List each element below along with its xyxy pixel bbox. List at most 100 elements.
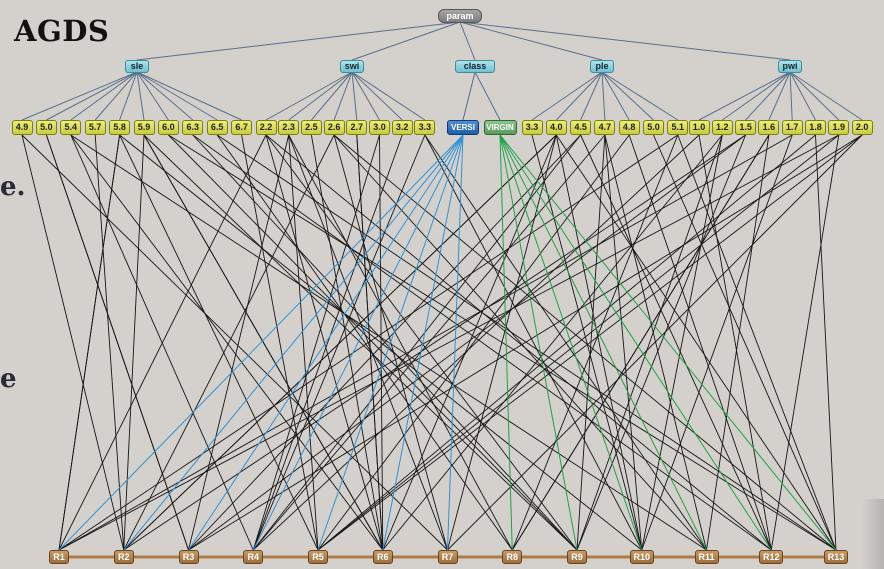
tree-line-sle-value	[46, 71, 138, 121]
record-edge-swi	[265, 134, 384, 551]
record-edge-ple	[604, 134, 707, 551]
value-node-sle-6.0[interactable]: 6.0	[157, 119, 179, 135]
record-edge-pwi	[706, 134, 770, 551]
record-node-r7[interactable]: R7	[437, 550, 458, 564]
value-node-pwi-1.2[interactable]: 1.2	[711, 119, 733, 135]
versi-record-edge	[58, 134, 464, 551]
tree-line-pwi-value	[698, 71, 791, 121]
value-node-ple-4.0[interactable]: 4.0	[545, 119, 567, 135]
value-node-pwi-1.7[interactable]: 1.7	[781, 119, 803, 135]
record-edge-swi	[310, 134, 384, 551]
record-node-r4[interactable]: R4	[243, 550, 264, 564]
tree-line-sle-value	[70, 71, 138, 121]
record-edge-pwi	[641, 134, 723, 551]
value-node-sle-6.3[interactable]: 6.3	[182, 119, 204, 135]
param-node-sle[interactable]: sle	[125, 59, 149, 73]
value-node-swi-2.5[interactable]: 2.5	[300, 119, 322, 135]
record-edge-pwi	[511, 134, 770, 551]
tree-line-ple-value	[555, 71, 603, 121]
value-node-swi-3.2[interactable]: 3.2	[391, 119, 413, 135]
record-node-r1[interactable]: R1	[49, 550, 69, 564]
record-node-r3[interactable]: R3	[178, 550, 199, 564]
value-node-sle-5.8[interactable]: 5.8	[109, 119, 131, 135]
value-node-sle-5.7[interactable]: 5.7	[84, 119, 106, 135]
value-node-pwi-1.0[interactable]: 1.0	[688, 119, 710, 135]
corner-decoration	[862, 499, 884, 569]
record-edge-swi	[252, 134, 380, 551]
tree-line-sle-value	[119, 71, 138, 121]
side-text-fragment-2: e	[0, 364, 17, 394]
value-node-ple-3.3[interactable]: 3.3	[521, 119, 543, 135]
value-node-swi-2.6[interactable]: 2.6	[323, 119, 345, 135]
record-edge-ple	[317, 134, 630, 551]
record-edge-sle	[21, 134, 125, 551]
tree-line-swi-value	[333, 71, 353, 121]
record-edge-sle	[143, 134, 578, 551]
value-node-ple-5.0[interactable]: 5.0	[643, 119, 664, 135]
value-node-ple-5.1[interactable]: 5.1	[667, 119, 689, 135]
record-node-r6[interactable]: R6	[372, 550, 393, 564]
value-node-swi-2.7[interactable]: 2.7	[346, 119, 368, 135]
value-node-swi-2.2[interactable]: 2.2	[255, 119, 277, 135]
value-node-sle-5.0[interactable]: 5.0	[35, 119, 57, 135]
tree-line-pwi-value	[789, 71, 816, 121]
record-edge-pwi	[123, 134, 746, 551]
value-node-swi-2.3[interactable]: 2.3	[278, 119, 300, 135]
value-node-pwi-2.0[interactable]: 2.0	[851, 119, 873, 135]
value-node-class-virgin[interactable]: VIRGIN	[483, 119, 517, 135]
param-node-swi[interactable]: swi	[340, 59, 364, 73]
record-edge-ple	[580, 134, 772, 551]
record-node-r11[interactable]: R11	[694, 550, 719, 564]
record-node-r9[interactable]: R9	[567, 550, 587, 564]
tree-line-sle-value	[136, 71, 169, 121]
record-edge-swi	[379, 134, 384, 551]
page-title: AGDS	[14, 14, 110, 48]
record-edge-sle	[94, 134, 125, 551]
tree-line-sle-value	[136, 71, 242, 121]
value-node-ple-4.5[interactable]: 4.5	[570, 119, 592, 135]
value-node-swi-3.3[interactable]: 3.3	[414, 119, 436, 135]
record-edge-swi	[288, 134, 319, 551]
tree-line-swi-value	[351, 71, 403, 121]
tree-line-pwi-value	[789, 71, 793, 121]
record-edge-sle	[216, 134, 837, 551]
record-edge-sle	[45, 134, 189, 551]
value-node-sle-5.9[interactable]: 5.9	[133, 119, 155, 135]
param-node-pwi[interactable]: pwi	[778, 59, 802, 73]
param-node-ple[interactable]: ple	[590, 59, 614, 73]
tree-line-class	[459, 21, 476, 61]
record-edge-ple	[382, 134, 557, 551]
value-node-pwi-1.9[interactable]: 1.9	[828, 119, 850, 135]
value-node-ple-4.8[interactable]: 4.8	[618, 119, 640, 135]
record-edge-pwi	[576, 134, 723, 551]
value-node-sle-4.9[interactable]: 4.9	[11, 119, 33, 135]
tree-line-swi-value	[351, 71, 358, 121]
value-node-sle-6.7[interactable]: 6.7	[231, 119, 253, 135]
value-node-sle-5.4[interactable]: 5.4	[60, 119, 82, 135]
record-node-r10[interactable]: R10	[629, 550, 654, 564]
value-node-sle-6.5[interactable]: 6.5	[206, 119, 228, 135]
record-node-r5[interactable]: R5	[308, 550, 328, 564]
record-node-r13[interactable]: R13	[824, 550, 848, 564]
virgin-record-edge	[499, 134, 772, 551]
value-node-swi-3.0[interactable]: 3.0	[369, 119, 390, 135]
record-edge-pwi	[641, 134, 793, 551]
value-node-ple-4.7[interactable]: 4.7	[594, 119, 616, 135]
versi-record-edge	[252, 134, 464, 551]
tree-line-pwi-value	[789, 71, 863, 121]
value-node-pwi-1.6[interactable]: 1.6	[758, 119, 780, 135]
record-edge-pwi	[317, 134, 840, 551]
tree-line-sle	[136, 21, 461, 61]
record-node-r12[interactable]: R12	[759, 550, 784, 564]
value-node-pwi-1.8[interactable]: 1.8	[805, 119, 826, 135]
record-edge-ple	[604, 134, 643, 551]
record-node-r8[interactable]: R8	[502, 550, 523, 564]
param-node-class[interactable]: class	[455, 59, 495, 73]
record-edge-pwi	[252, 134, 700, 551]
record-node-r2[interactable]: R2	[113, 550, 134, 564]
param-root-node[interactable]: param	[438, 9, 482, 23]
value-node-pwi-1.5[interactable]: 1.5	[735, 119, 757, 135]
record-edge-ple	[252, 134, 606, 551]
value-node-class-versi[interactable]: VERSI	[447, 119, 479, 135]
